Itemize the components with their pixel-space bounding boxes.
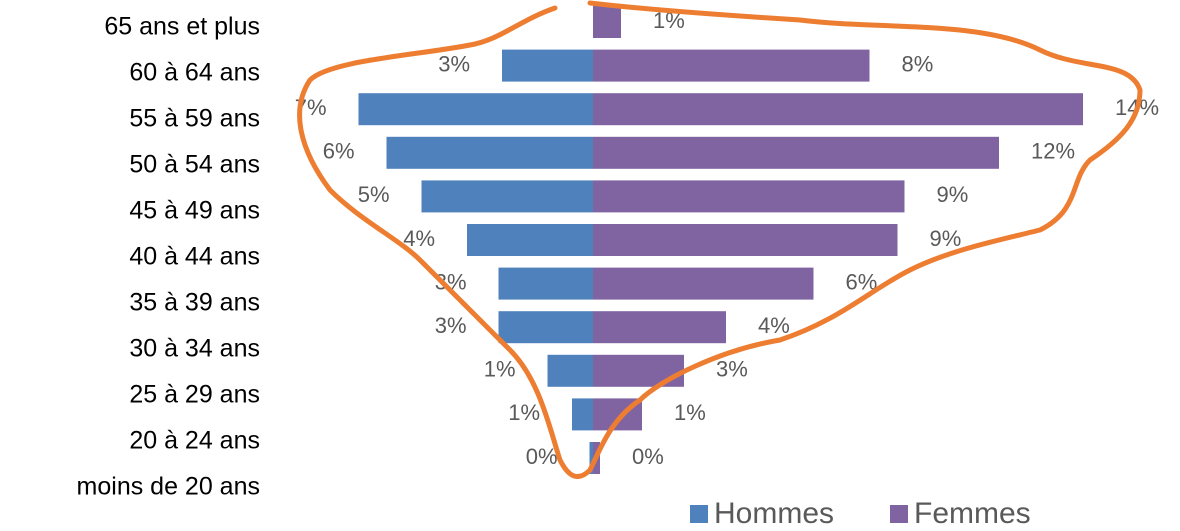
category-label: moins de 20 ans bbox=[77, 473, 260, 501]
category-label: 65 ans et plus bbox=[104, 13, 260, 41]
category-label: 50 à 54 ans bbox=[129, 151, 260, 179]
category-label: 45 à 49 ans bbox=[129, 197, 260, 225]
category-label: 30 à 34 ans bbox=[129, 335, 260, 363]
value-label: 5% bbox=[358, 182, 390, 207]
legend-label: Hommes bbox=[714, 497, 834, 530]
bar bbox=[548, 355, 594, 387]
bar bbox=[593, 180, 905, 212]
bar bbox=[572, 398, 593, 430]
bar bbox=[422, 180, 594, 212]
bar bbox=[593, 311, 726, 343]
bar bbox=[502, 50, 593, 82]
category-label: 25 à 29 ans bbox=[129, 381, 260, 409]
bar bbox=[593, 50, 870, 82]
bar bbox=[593, 224, 898, 256]
value-label: 4% bbox=[758, 313, 790, 338]
page: 65 ans et plus 60 à 64 ans 55 à 59 ans 50 à… bbox=[0, 0, 1180, 531]
value-label: 12% bbox=[1031, 139, 1075, 164]
value-label: 9% bbox=[937, 182, 969, 207]
value-label: 1% bbox=[484, 357, 516, 382]
plot: 65 ans et plus 60 à 64 ans 55 à 59 ans 50 à… bbox=[77, 6, 1160, 530]
bar bbox=[359, 93, 594, 125]
bar bbox=[387, 137, 594, 169]
category-label: 40 à 44 ans bbox=[129, 243, 260, 271]
bar bbox=[593, 355, 684, 387]
value-label: 3% bbox=[716, 357, 748, 382]
bar bbox=[467, 224, 593, 256]
category-label: 35 à 39 ans bbox=[129, 289, 260, 317]
category-label: 20 à 24 ans bbox=[129, 427, 260, 455]
legend-swatch bbox=[690, 505, 708, 523]
value-label: 6% bbox=[323, 139, 355, 164]
category-label: 60 à 64 ans bbox=[129, 59, 260, 87]
bar bbox=[593, 6, 621, 38]
value-label: 9% bbox=[930, 226, 962, 251]
bar bbox=[499, 268, 594, 300]
chart: 65 ans et plus 60 à 64 ans 55 à 59 ans 50 à… bbox=[0, 0, 1180, 531]
value-label: 3% bbox=[438, 51, 470, 76]
legend-swatch bbox=[890, 505, 908, 523]
bar bbox=[593, 93, 1083, 125]
value-label: 0% bbox=[632, 444, 664, 469]
legend-label: Femmes bbox=[914, 497, 1031, 530]
value-label: 1% bbox=[508, 400, 540, 425]
bar bbox=[593, 137, 999, 169]
bar bbox=[593, 268, 814, 300]
value-label: 3% bbox=[435, 313, 467, 338]
value-label: 1% bbox=[674, 400, 706, 425]
bar bbox=[499, 311, 594, 343]
category-label: 55 à 59 ans bbox=[129, 105, 260, 133]
value-label: 8% bbox=[902, 51, 934, 76]
value-label: 0% bbox=[526, 444, 558, 469]
